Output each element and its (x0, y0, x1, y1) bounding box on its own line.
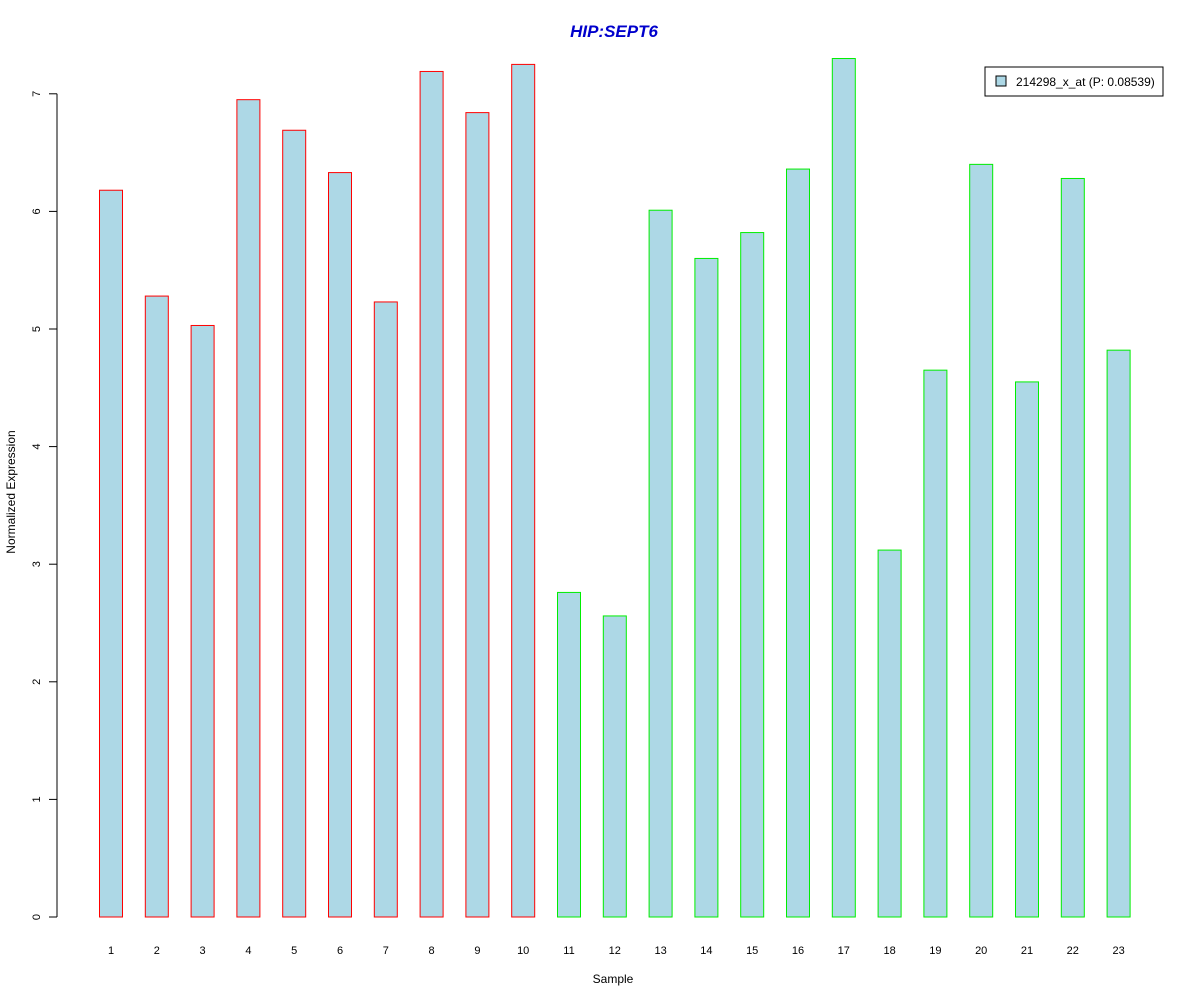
x-tick-label: 3 (200, 945, 206, 957)
y-tick-label: 4 (31, 444, 43, 450)
y-tick-label: 1 (31, 796, 43, 802)
bar-sample-15 (740, 232, 765, 918)
legend-box (984, 66, 1164, 97)
bar-sample-23 (1106, 349, 1131, 918)
legend: 214298_x_at (P: 0.08539) (984, 66, 1164, 97)
bar-sample-17 (831, 58, 856, 918)
x-tick-label: 17 (838, 945, 850, 957)
bar-sample-18 (877, 549, 902, 918)
x-tick-label: 8 (429, 945, 435, 957)
bar-sample-4 (236, 99, 261, 918)
x-tick-label: 20 (975, 945, 987, 957)
x-tick-label: 15 (746, 945, 758, 957)
bar-sample-16 (786, 168, 810, 918)
x-tick-label: 11 (563, 945, 574, 957)
bar-sample-7 (373, 301, 398, 918)
x-axis-label: Sample (593, 972, 634, 986)
x-tick-label: 2 (154, 945, 160, 957)
bar-sample-2 (144, 295, 169, 918)
x-tick-label: 7 (383, 945, 389, 957)
bar-sample-21 (1015, 381, 1039, 918)
x-tick-labels: 1 2 3 4 5 6 7 8 9 10 11 12 13 14 15 16 17 18 19 20 21 22 23 (108, 945, 1125, 957)
y-axis-label: Normalized Expression (4, 430, 18, 553)
x-tick-label: 4 (245, 945, 251, 957)
y-tick-label: 5 (31, 326, 43, 332)
x-tick-label: 16 (792, 945, 804, 957)
bar-sample-20 (969, 163, 994, 918)
x-tick-label: 10 (517, 945, 529, 957)
x-tick-label: 19 (929, 945, 941, 957)
bars (99, 58, 1131, 918)
x-tick-label: 14 (700, 945, 712, 957)
bar-sample-6 (328, 172, 352, 918)
x-tick-label: 12 (609, 945, 621, 957)
x-tick-label: 21 (1021, 945, 1033, 957)
y-tick-label: 7 (31, 91, 43, 97)
bar-sample-10 (511, 63, 536, 918)
x-tick-label: 23 (1112, 945, 1124, 957)
bar-sample-14 (694, 257, 719, 918)
x-tick-label: 9 (474, 945, 480, 957)
x-tick-label: 18 (883, 945, 895, 957)
x-tick-label: 1 (108, 945, 114, 957)
y-axis: 0 1 2 3 4 5 6 7 (31, 91, 58, 920)
bar-sample-12 (602, 615, 627, 918)
y-tick-label: 6 (31, 208, 43, 214)
y-tick-label: 0 (31, 914, 43, 920)
bar-sample-22 (1060, 177, 1085, 918)
x-tick-label: 22 (1067, 945, 1079, 957)
y-tick-label: 3 (31, 561, 43, 567)
bar-sample-5 (282, 129, 307, 918)
bar-sample-3 (190, 324, 215, 918)
bar-sample-9 (465, 112, 490, 918)
bar-sample-19 (923, 369, 948, 918)
y-tick-label: 2 (31, 679, 43, 685)
legend-entry: 214298_x_at (P: 0.08539) (1016, 75, 1155, 89)
legend-swatch (995, 75, 1007, 87)
chart-title: HIP:SEPT6 (570, 22, 658, 41)
x-tick-label: 13 (654, 945, 666, 957)
bar-sample-13 (648, 209, 673, 918)
bar-sample-1 (99, 189, 123, 918)
bar-sample-11 (557, 591, 581, 918)
x-tick-label: 6 (337, 945, 343, 957)
bar-sample-8 (419, 70, 444, 918)
x-tick-label: 5 (291, 945, 297, 957)
